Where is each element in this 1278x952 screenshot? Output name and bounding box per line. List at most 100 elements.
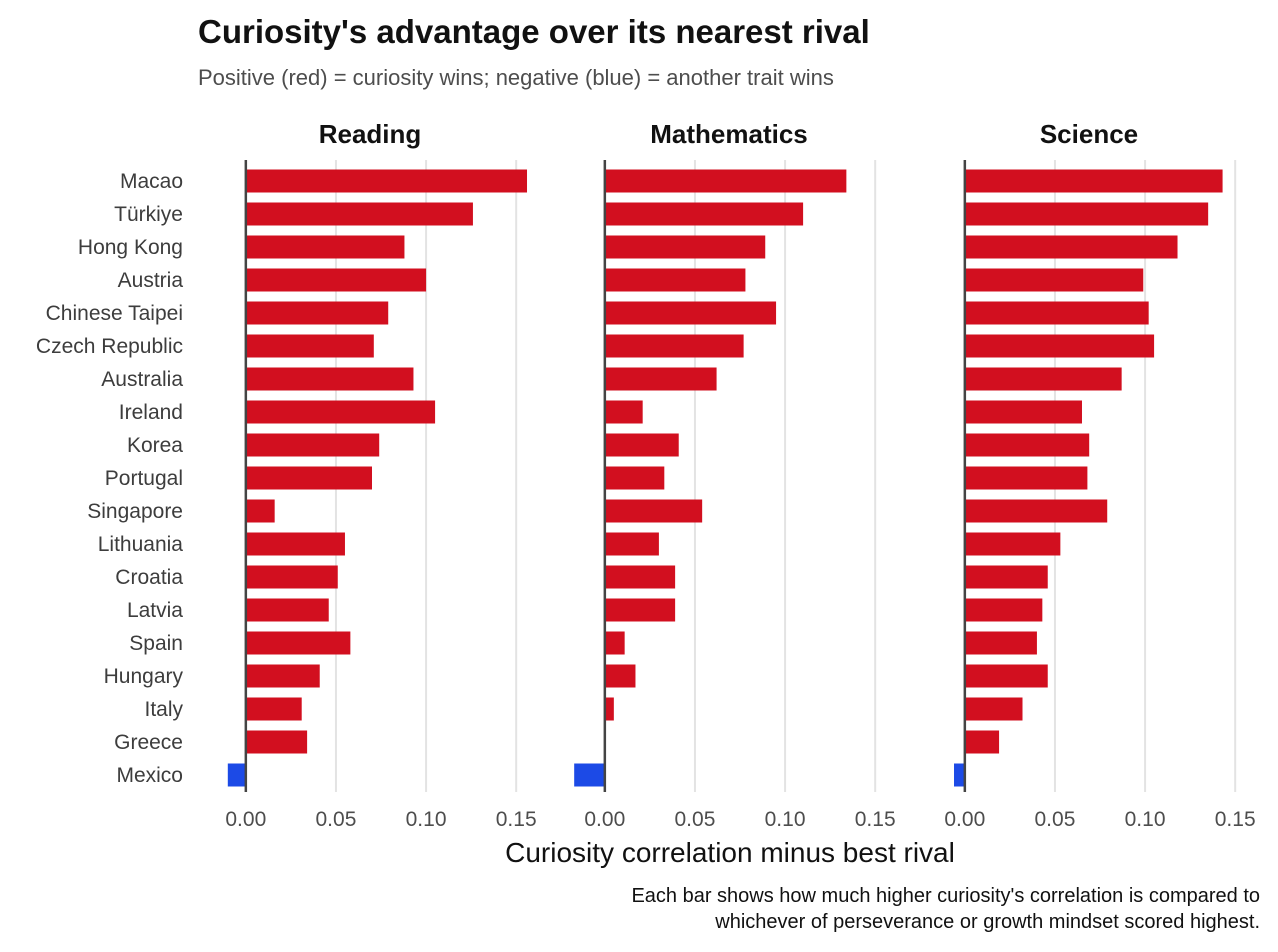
- chart-subtitle: Positive (red) = curiosity wins; negativ…: [198, 65, 834, 90]
- x-axis-label: Curiosity correlation minus best rival: [505, 837, 955, 868]
- y-tick-label: Hong Kong: [78, 236, 183, 259]
- y-tick-label: Greece: [114, 731, 183, 754]
- bar: [964, 697, 1023, 721]
- bar: [604, 400, 643, 424]
- x-tick-label: 0.00: [584, 808, 625, 831]
- x-tick-label: 0.00: [225, 808, 266, 831]
- bar: [245, 235, 405, 259]
- bar: [964, 730, 1000, 754]
- x-tick-label: 0.10: [765, 808, 806, 831]
- bar: [964, 466, 1088, 490]
- bar: [604, 598, 676, 622]
- bar: [604, 235, 766, 259]
- y-tick-label: Hungary: [104, 665, 184, 688]
- bar: [604, 631, 625, 655]
- bar: [964, 169, 1223, 193]
- bar: [964, 433, 1090, 457]
- bar: [245, 367, 414, 391]
- bar: [604, 532, 659, 556]
- facet-panel-reading: Reading 0.00 0.05 0.10 0.15: [225, 119, 536, 831]
- bar: [245, 532, 345, 556]
- bar: [964, 334, 1155, 358]
- facet-panel-science: Science 0.00 0.05 0.10 0.15: [944, 119, 1255, 831]
- x-tick-label: 0.15: [1215, 808, 1256, 831]
- bar: [964, 301, 1149, 325]
- y-tick-label: Spain: [129, 632, 183, 655]
- bar: [245, 697, 302, 721]
- bar: [245, 565, 338, 589]
- x-tick-label: 0.05: [1035, 808, 1076, 831]
- bar: [964, 664, 1048, 688]
- bar: [604, 334, 744, 358]
- bar: [964, 202, 1209, 226]
- facet-label: Science: [1040, 119, 1138, 149]
- bar: [604, 697, 614, 721]
- bar: [964, 400, 1082, 424]
- y-tick-label: Korea: [127, 434, 183, 457]
- bar: [964, 235, 1178, 259]
- bar: [245, 202, 473, 226]
- bar: [964, 367, 1122, 391]
- bar: [574, 763, 605, 787]
- y-tick-label: Chinese Taipei: [46, 302, 183, 325]
- bar: [245, 169, 528, 193]
- x-tick-label: 0.15: [855, 808, 896, 831]
- y-tick-label: Türkiye: [114, 203, 183, 226]
- bar: [604, 664, 636, 688]
- x-tick-label: 0.15: [496, 808, 537, 831]
- bar: [604, 169, 847, 193]
- caption-line-1: Each bar shows how much higher curiosity…: [631, 885, 1260, 907]
- y-tick-label: Australia: [101, 368, 183, 391]
- bar: [964, 499, 1108, 523]
- y-tick-label: Czech Republic: [36, 335, 183, 358]
- bar: [964, 268, 1144, 292]
- bar: [227, 763, 246, 787]
- bar: [245, 301, 389, 325]
- facet-label: Mathematics: [650, 119, 808, 149]
- bar: [964, 631, 1037, 655]
- bar: [245, 400, 436, 424]
- y-tick-label: Portugal: [105, 467, 183, 490]
- bar: [245, 433, 380, 457]
- bar: [604, 301, 777, 325]
- bar: [604, 367, 717, 391]
- y-tick-label: Latvia: [127, 599, 183, 622]
- plot-area: Macao Türkiye Hong Kong Austria Chinese Taip…: [36, 119, 1256, 831]
- bar: [604, 202, 804, 226]
- bar: [604, 433, 679, 457]
- bar: [604, 268, 746, 292]
- bar: [604, 499, 703, 523]
- y-tick-label: Singapore: [87, 500, 183, 523]
- y-tick-label: Ireland: [119, 401, 183, 424]
- bar: [245, 598, 329, 622]
- bar: [245, 730, 308, 754]
- bar: [245, 268, 427, 292]
- bar: [954, 763, 965, 787]
- bar: [964, 598, 1043, 622]
- facet-panel-mathematics: Mathematics 0.00 0.05 0.10 0.15: [574, 119, 896, 831]
- facet-label: Reading: [319, 119, 422, 149]
- y-tick-label: Austria: [118, 269, 184, 292]
- bar: [245, 499, 275, 523]
- x-tick-label: 0.10: [406, 808, 447, 831]
- x-tick-label: 0.05: [316, 808, 357, 831]
- y-tick-label: Lithuania: [98, 533, 184, 556]
- x-tick-label: 0.00: [944, 808, 985, 831]
- x-tick-label: 0.05: [675, 808, 716, 831]
- bar: [604, 466, 665, 490]
- bar: [245, 664, 320, 688]
- bar: [245, 466, 372, 490]
- bar: [604, 565, 676, 589]
- bar: [245, 631, 351, 655]
- y-tick-label: Mexico: [116, 764, 183, 787]
- y-tick-label: Croatia: [115, 566, 183, 589]
- caption-line-2: whichever of perseverance or growth mind…: [714, 911, 1260, 933]
- x-tick-label: 0.10: [1125, 808, 1166, 831]
- bar: [964, 532, 1061, 556]
- bar: [245, 334, 374, 358]
- y-tick-label: Macao: [120, 170, 183, 193]
- bar: [964, 565, 1048, 589]
- chart-title: Curiosity's advantage over its nearest r…: [198, 13, 870, 50]
- y-tick-label: Italy: [144, 698, 183, 721]
